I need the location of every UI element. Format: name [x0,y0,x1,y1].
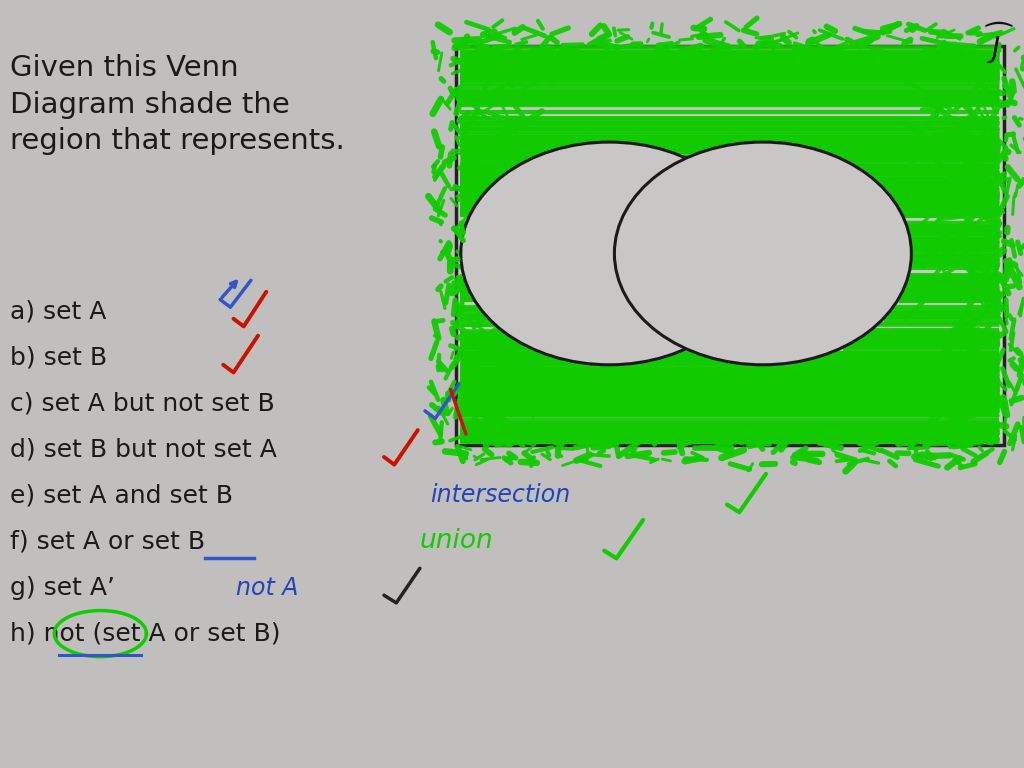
Text: union: union [420,528,494,554]
Text: intersection: intersection [430,483,570,508]
Text: e) set A and set B: e) set A and set B [10,483,233,508]
Text: c) set A but not set B: c) set A but not set B [10,391,275,415]
Text: d) set B but not set A: d) set B but not set A [10,437,278,462]
Circle shape [614,142,911,365]
Text: g) set A’: g) set A’ [10,575,116,600]
Text: f) set A or set B: f) set A or set B [10,529,206,554]
Text: not A: not A [236,575,298,600]
Text: a) set A: a) set A [10,299,106,323]
Text: h) not (set A or set B): h) not (set A or set B) [10,621,281,646]
Text: Given this Venn
Diagram shade the
region that represents.: Given this Venn Diagram shade the region… [10,54,345,155]
Bar [456,46,1004,445]
Circle shape [461,142,758,365]
Text: b) set B: b) set B [10,345,108,369]
Text: J: J [991,35,999,62]
